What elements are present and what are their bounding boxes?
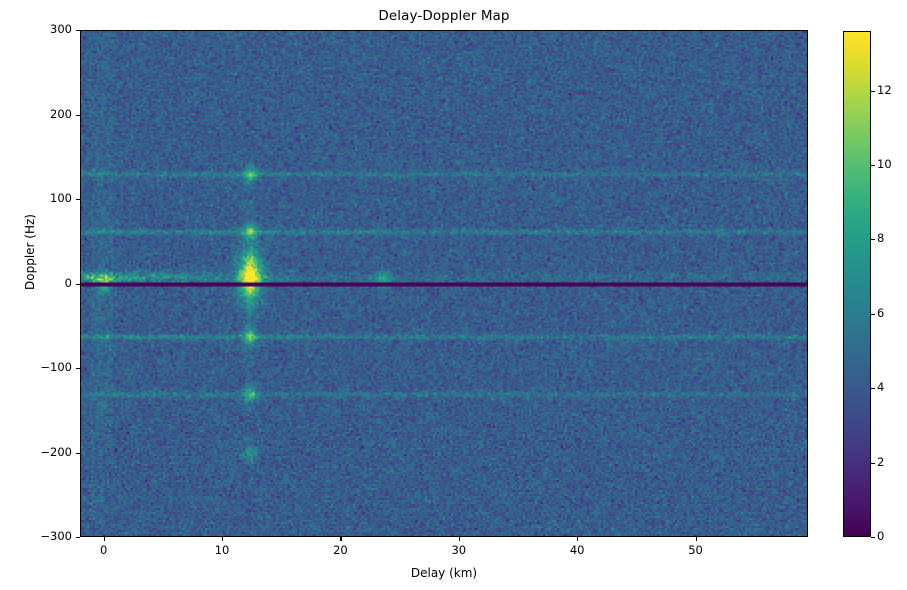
colorbar-tick-mark bbox=[871, 313, 875, 315]
x-tick-label: 30 bbox=[451, 543, 467, 557]
colorbar-tick-mark bbox=[871, 90, 875, 92]
y-tick-label: −200 bbox=[40, 444, 72, 459]
colorbar-tick-label: 0 bbox=[877, 529, 885, 543]
x-tick-mark bbox=[340, 537, 342, 541]
colorbar-tick-label: 12 bbox=[877, 82, 892, 97]
colorbar-tick-label: 8 bbox=[877, 231, 885, 246]
y-tick-label: 0 bbox=[64, 275, 72, 290]
y-tick-mark bbox=[76, 199, 80, 201]
colorbar-tick-label: 10 bbox=[877, 156, 892, 171]
y-tick-mark bbox=[76, 452, 80, 454]
y-tick-mark bbox=[76, 368, 80, 370]
x-tick-mark bbox=[577, 537, 579, 541]
colorbar-tick-mark bbox=[871, 537, 875, 539]
colorbar-tick-mark bbox=[871, 164, 875, 167]
colorbar-tick-mark bbox=[871, 239, 875, 241]
x-tick-label: 40 bbox=[569, 543, 585, 557]
colorbar-tick-label: 4 bbox=[877, 380, 885, 395]
y-tick-mark bbox=[76, 30, 80, 32]
x-tick-label: 0 bbox=[100, 543, 108, 557]
x-tick-mark bbox=[103, 537, 105, 541]
x-tick-mark bbox=[458, 537, 460, 541]
x-tick-label: 50 bbox=[688, 543, 703, 557]
y-axis-label: Doppler (Hz) bbox=[23, 214, 37, 290]
y-tick-label: 200 bbox=[50, 106, 72, 121]
x-axis-label: Delay (km) bbox=[410, 566, 478, 580]
colorbar[interactable] bbox=[843, 31, 871, 537]
delay-doppler-heatmap-plot[interactable] bbox=[80, 30, 808, 537]
x-tick-label: 20 bbox=[333, 543, 348, 557]
y-tick-label: 300 bbox=[50, 22, 72, 36]
heatmap-image bbox=[81, 31, 807, 536]
y-tick-label: −100 bbox=[40, 360, 72, 374]
colorbar-tick-mark bbox=[871, 388, 875, 390]
colorbar-tick-mark bbox=[871, 462, 875, 464]
x-tick-label: 10 bbox=[214, 543, 230, 557]
colorbar-tick-label: 2 bbox=[877, 454, 885, 469]
colorbar-tick-label: 6 bbox=[877, 305, 885, 320]
x-tick-mark bbox=[222, 537, 224, 541]
y-tick-mark bbox=[76, 283, 80, 285]
y-tick-label: −300 bbox=[40, 529, 72, 543]
x-tick-mark bbox=[695, 537, 697, 541]
y-tick-mark bbox=[76, 537, 80, 539]
page-title: Delay-Doppler Map bbox=[378, 8, 510, 24]
colorbar-gradient bbox=[843, 31, 871, 537]
y-tick-mark bbox=[76, 114, 80, 116]
y-tick-label: 100 bbox=[50, 191, 72, 205]
